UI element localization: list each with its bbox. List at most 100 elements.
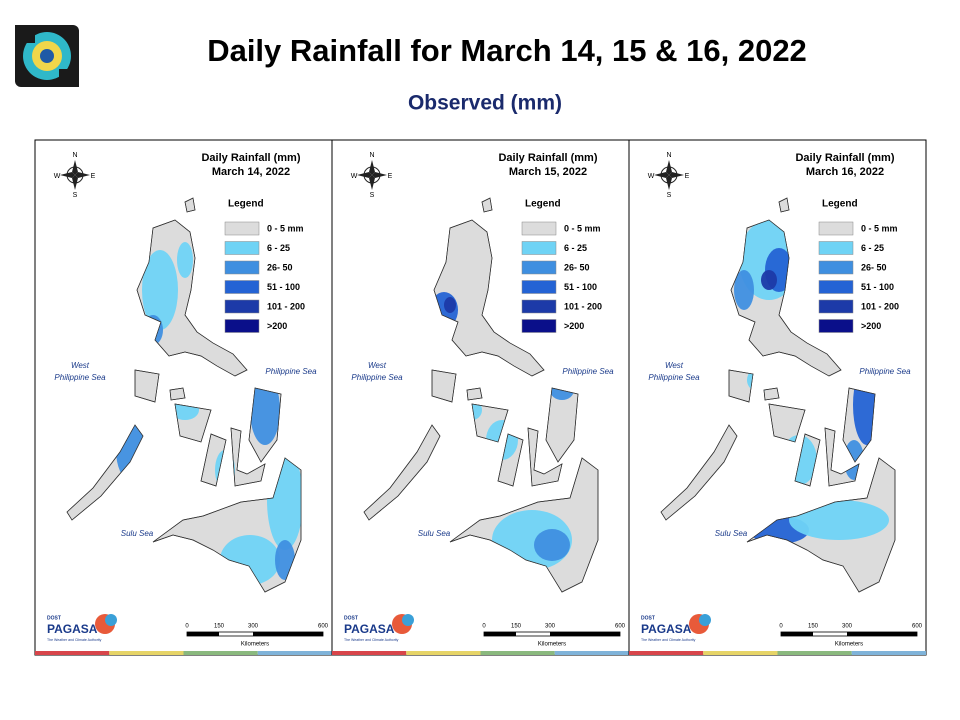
legend-label: 6 - 25 bbox=[267, 243, 290, 253]
rainfall-area bbox=[177, 242, 193, 278]
legend-label: 0 - 5 mm bbox=[564, 223, 601, 233]
legend-swatch bbox=[224, 260, 260, 275]
scale-label: 150 bbox=[511, 624, 522, 630]
scale-label: 600 bbox=[318, 624, 329, 630]
compass: N S W E bbox=[54, 152, 96, 199]
slide-subtitle: Observed (mm) bbox=[408, 92, 562, 115]
island-outline bbox=[842, 387, 876, 463]
map-panel: N S W E Daily Rainfall (mm) March 14, 2022 Leg… bbox=[34, 139, 333, 656]
sea-label: Philippine Sea bbox=[562, 367, 614, 376]
island-outline bbox=[481, 197, 493, 213]
island-outline bbox=[660, 424, 738, 521]
legend-swatch bbox=[818, 260, 854, 275]
sea-label: Philippine Sea bbox=[265, 367, 317, 376]
scale-label: 0 bbox=[482, 624, 486, 630]
logo-name: PAGASA bbox=[641, 622, 692, 636]
compass-w: W bbox=[351, 173, 358, 180]
rainfall-area bbox=[250, 375, 280, 445]
island-outline bbox=[136, 219, 248, 377]
logo-tagline: The Weather and Climate Authority bbox=[344, 638, 399, 642]
color-strip bbox=[480, 651, 555, 655]
legend-swatch bbox=[224, 299, 260, 314]
legend-title: Legend bbox=[525, 199, 561, 210]
island-outline bbox=[768, 403, 806, 443]
panel-title: Daily Rainfall (mm) bbox=[498, 152, 597, 164]
scale-label: 600 bbox=[615, 624, 626, 630]
scale-label: 0 bbox=[185, 624, 189, 630]
color-strip bbox=[777, 651, 852, 655]
compass-w: W bbox=[648, 173, 655, 180]
island-outline bbox=[824, 427, 860, 487]
sea-label: Sulu Sea bbox=[418, 529, 451, 538]
scale-bar-fill bbox=[253, 632, 323, 636]
legend-swatch bbox=[818, 299, 854, 314]
scale-label: 150 bbox=[214, 624, 225, 630]
island-outline bbox=[545, 387, 579, 463]
panel-title: Daily Rainfall (mm) bbox=[795, 152, 894, 164]
sea-label: Philippine Sea bbox=[859, 367, 911, 376]
legend-swatch bbox=[818, 241, 854, 255]
scale-unit: Kilometers bbox=[241, 642, 269, 648]
compass-e: E bbox=[91, 173, 96, 180]
legend-title: Legend bbox=[822, 199, 858, 210]
island-outline bbox=[431, 369, 457, 403]
legend-label: 6 - 25 bbox=[564, 243, 587, 253]
compass-e: E bbox=[388, 173, 393, 180]
compass-n: N bbox=[666, 152, 671, 159]
legend-swatch bbox=[521, 241, 557, 255]
legend-swatch bbox=[521, 319, 557, 333]
legend-swatch bbox=[224, 280, 260, 294]
island-outline bbox=[527, 427, 563, 487]
slide-title: Daily Rainfall for March 14, 15 & 16, 20… bbox=[207, 33, 807, 68]
legend-label: 101 - 200 bbox=[564, 301, 602, 311]
island-outline bbox=[730, 219, 842, 377]
legend-swatch bbox=[818, 221, 854, 236]
island-outline bbox=[230, 427, 266, 487]
island-outline bbox=[778, 197, 790, 213]
color-strip bbox=[257, 651, 332, 655]
legend-swatch bbox=[224, 241, 260, 255]
compass: N S W E bbox=[351, 152, 393, 199]
color-strip bbox=[703, 651, 778, 655]
legend-label: 26- 50 bbox=[564, 262, 590, 272]
legend-label: >200 bbox=[267, 321, 287, 331]
legend-label: 101 - 200 bbox=[267, 301, 305, 311]
island-outline bbox=[794, 433, 821, 487]
logo-tagline: The Weather and Climate Authority bbox=[47, 638, 102, 642]
sea-label: West bbox=[71, 361, 90, 370]
map-panel: N S W E Daily Rainfall (mm) March 16, 2022 Leg… bbox=[628, 139, 927, 656]
panel-title: Daily Rainfall (mm) bbox=[201, 152, 300, 164]
island-outline bbox=[746, 457, 896, 593]
rainfall-area bbox=[142, 250, 178, 330]
compass-w: W bbox=[54, 173, 61, 180]
island-outline bbox=[134, 369, 160, 403]
legend-label: 0 - 5 mm bbox=[267, 223, 304, 233]
logo-name: PAGASA bbox=[344, 622, 395, 636]
island-outline bbox=[497, 433, 524, 487]
legend-label: 6 - 25 bbox=[861, 243, 884, 253]
island-outline bbox=[433, 219, 545, 377]
legend-title: Legend bbox=[228, 199, 264, 210]
sea-label: Sulu Sea bbox=[715, 529, 748, 538]
scale-label: 300 bbox=[545, 624, 556, 630]
color-strip bbox=[109, 651, 184, 655]
legend-label: >200 bbox=[564, 321, 584, 331]
legend-swatch bbox=[224, 221, 260, 236]
color-strip bbox=[406, 651, 481, 655]
legend-swatch bbox=[521, 299, 557, 314]
logo-dost: DOST bbox=[641, 615, 655, 621]
island-outline bbox=[248, 387, 282, 463]
rainfall-area bbox=[444, 297, 456, 313]
panel-date: March 14, 2022 bbox=[212, 166, 290, 178]
scale-bar-fill bbox=[781, 632, 813, 636]
panel-date: March 16, 2022 bbox=[806, 166, 884, 178]
sea-label: Philippine Sea bbox=[648, 373, 700, 382]
scale-label: 300 bbox=[248, 624, 259, 630]
island-outline bbox=[728, 369, 754, 403]
legend-swatch bbox=[224, 319, 260, 333]
legend-label: 51 - 100 bbox=[564, 282, 597, 292]
